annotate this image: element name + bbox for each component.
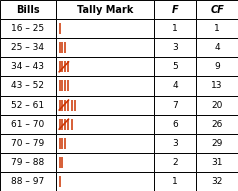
Bar — [196, 172, 238, 191]
Bar — [56, 76, 154, 96]
Text: 1: 1 — [172, 24, 178, 33]
Text: F: F — [172, 5, 178, 15]
Text: 16 – 25: 16 – 25 — [11, 24, 45, 33]
Text: 3: 3 — [172, 139, 178, 148]
Text: 79 – 88: 79 – 88 — [11, 158, 45, 167]
Text: Tally Mark: Tally Mark — [77, 5, 133, 15]
Bar — [0, 57, 56, 76]
Text: 88 – 97: 88 – 97 — [11, 177, 45, 186]
Bar — [154, 57, 196, 76]
Bar — [196, 153, 238, 172]
Bar — [196, 96, 238, 115]
Text: Bills: Bills — [16, 5, 40, 15]
Text: 5: 5 — [172, 62, 178, 71]
Text: 2: 2 — [172, 158, 178, 167]
Bar — [154, 0, 196, 19]
Bar — [0, 38, 56, 57]
Text: 52 – 61: 52 – 61 — [11, 100, 45, 110]
Text: 6: 6 — [172, 120, 178, 129]
Bar — [0, 115, 56, 134]
Bar — [0, 96, 56, 115]
Bar — [154, 134, 196, 153]
Text: 13: 13 — [211, 81, 223, 91]
Bar — [154, 172, 196, 191]
Text: 3: 3 — [172, 43, 178, 52]
Bar — [0, 76, 56, 96]
Text: 1: 1 — [172, 177, 178, 186]
Bar — [154, 96, 196, 115]
Bar — [154, 38, 196, 57]
Bar — [196, 76, 238, 96]
Bar — [154, 115, 196, 134]
Text: 25 – 34: 25 – 34 — [11, 43, 45, 52]
Bar — [0, 172, 56, 191]
Text: 20: 20 — [212, 100, 223, 110]
Bar — [154, 153, 196, 172]
Bar — [154, 19, 196, 38]
Bar — [56, 134, 154, 153]
Bar — [56, 38, 154, 57]
Bar — [56, 115, 154, 134]
Text: 9: 9 — [214, 62, 220, 71]
Bar — [196, 0, 238, 19]
Text: CF: CF — [210, 5, 224, 15]
Bar — [196, 115, 238, 134]
Text: 7: 7 — [172, 100, 178, 110]
Bar — [56, 172, 154, 191]
Text: 31: 31 — [211, 158, 223, 167]
Text: 4: 4 — [172, 81, 178, 91]
Bar — [196, 57, 238, 76]
Bar — [196, 38, 238, 57]
Bar — [196, 19, 238, 38]
Bar — [196, 134, 238, 153]
Bar — [56, 57, 154, 76]
Bar — [56, 153, 154, 172]
Text: 29: 29 — [212, 139, 223, 148]
Text: 26: 26 — [212, 120, 223, 129]
Text: 61 – 70: 61 – 70 — [11, 120, 45, 129]
Bar — [0, 0, 56, 19]
Text: 1: 1 — [214, 24, 220, 33]
Bar — [154, 76, 196, 96]
Bar — [0, 134, 56, 153]
Bar — [0, 153, 56, 172]
Bar — [0, 19, 56, 38]
Text: 70 – 79: 70 – 79 — [11, 139, 45, 148]
Bar — [56, 96, 154, 115]
Text: 43 – 52: 43 – 52 — [11, 81, 45, 91]
Text: 4: 4 — [214, 43, 220, 52]
Text: 32: 32 — [212, 177, 223, 186]
Bar — [56, 0, 154, 19]
Text: 34 – 43: 34 – 43 — [11, 62, 45, 71]
Bar — [56, 19, 154, 38]
